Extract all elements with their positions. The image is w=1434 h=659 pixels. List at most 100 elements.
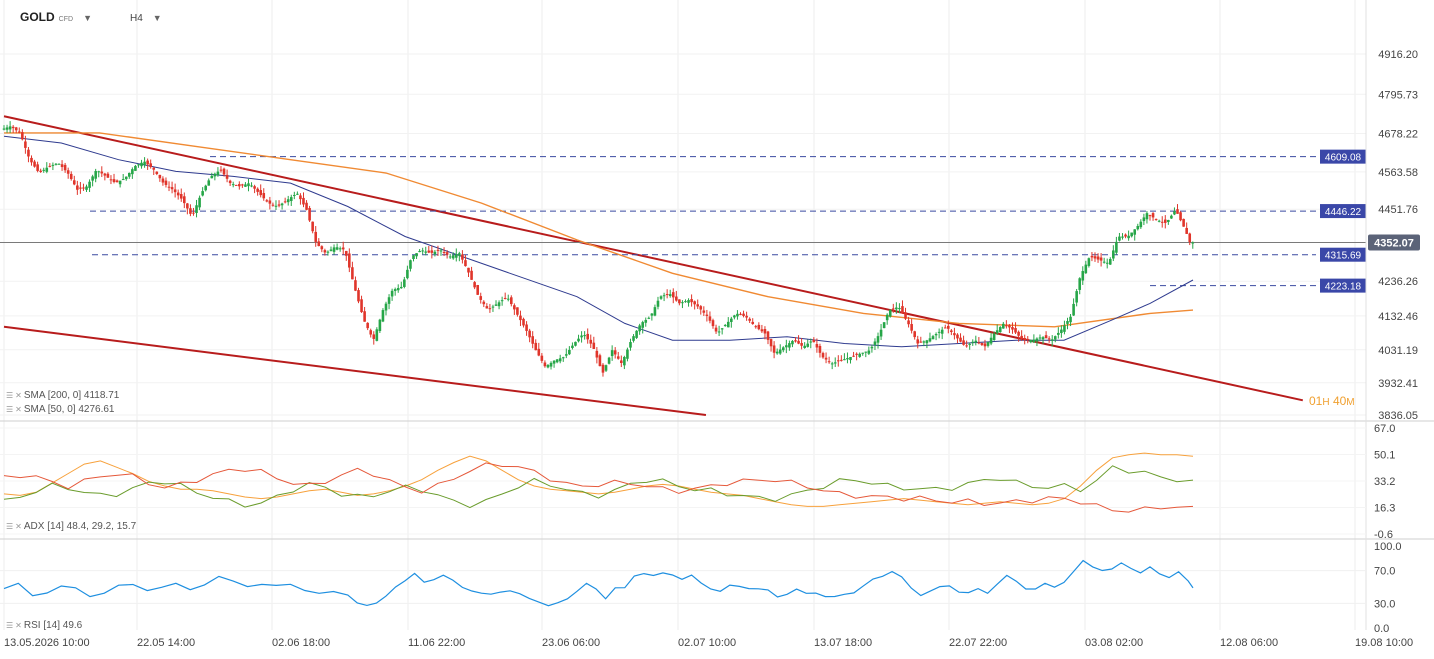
candle-body xyxy=(1047,338,1051,340)
time-axis[interactable]: 13.05.2026 10:00 22.05 14:00 02.06 18:00 11… xyxy=(4,637,1413,649)
candle-body xyxy=(516,307,519,315)
settings-icon[interactable]: ☰ xyxy=(6,405,14,414)
candle-body xyxy=(265,200,269,202)
candle-body xyxy=(1173,211,1176,215)
settings-icon[interactable]: ☰ xyxy=(6,621,14,630)
candle-body xyxy=(739,313,742,315)
candle-body xyxy=(717,331,721,333)
price-tick-label: 3932.41 xyxy=(1378,378,1418,390)
candle-body xyxy=(445,252,449,255)
candle-body xyxy=(216,171,220,175)
candle-body xyxy=(662,295,666,297)
candle-body xyxy=(464,260,467,267)
candle-body xyxy=(922,341,926,343)
candle-body xyxy=(785,345,788,348)
candle-body xyxy=(549,362,553,367)
candle-body xyxy=(33,161,36,167)
candle-body xyxy=(546,365,550,368)
settings-icon[interactable]: ☰ xyxy=(6,522,14,531)
candle-body xyxy=(1160,221,1164,223)
candle-body xyxy=(720,328,724,330)
candle-body xyxy=(992,333,996,340)
candle-body xyxy=(186,203,189,209)
candle-body xyxy=(348,253,351,268)
candle-body xyxy=(846,358,849,360)
candle-body xyxy=(1096,256,1100,260)
timeframe-selector[interactable]: H4 xyxy=(129,13,143,24)
candle-body xyxy=(540,355,544,361)
close-icon[interactable]: ✕ xyxy=(15,405,22,414)
candle-body xyxy=(140,162,143,167)
candle-body xyxy=(919,341,923,343)
candle-body xyxy=(769,339,773,347)
candle-body xyxy=(1093,256,1097,259)
candle-body xyxy=(366,322,369,329)
candle-body xyxy=(607,357,611,364)
candle-body xyxy=(344,250,348,256)
symbol-dropdown-icon[interactable]: ▼ xyxy=(83,13,92,23)
settings-icon[interactable]: ☰ xyxy=(6,391,14,400)
candle-body xyxy=(953,333,956,336)
timeframe-dropdown-icon[interactable]: ▼ xyxy=(152,13,162,23)
candle-body xyxy=(998,327,1002,333)
candle-body xyxy=(620,360,623,364)
candle-body xyxy=(198,197,201,208)
candle-body xyxy=(375,329,379,341)
candle-body xyxy=(228,180,232,184)
candle-body xyxy=(861,352,865,354)
candle-body xyxy=(497,302,501,307)
candle-body xyxy=(204,185,207,191)
candle-body xyxy=(195,205,198,214)
candle-body xyxy=(665,294,669,296)
candle-body xyxy=(1078,278,1082,290)
candle-body xyxy=(901,306,904,314)
symbol-name[interactable]: GOLD xyxy=(20,10,55,24)
candle-body xyxy=(696,304,700,307)
candle-body xyxy=(1124,234,1127,237)
candle-body xyxy=(1188,233,1192,243)
candle-body xyxy=(103,173,107,176)
legend-sma50: ☰ ✕ SMA [50, 0] 4276.61 xyxy=(6,404,115,415)
candle-body xyxy=(1063,325,1066,332)
candle-body xyxy=(1157,220,1161,222)
candle-body xyxy=(219,169,223,171)
candle-body xyxy=(800,343,803,346)
candle-body xyxy=(54,163,58,165)
candle-body xyxy=(384,303,388,311)
candle-body xyxy=(1075,291,1078,303)
candle-body xyxy=(335,247,339,250)
candle-body xyxy=(430,250,434,253)
candle-body xyxy=(849,356,852,361)
candle-body xyxy=(1121,236,1124,238)
candle-body xyxy=(271,204,275,206)
close-icon[interactable]: ✕ xyxy=(15,621,22,630)
candle-body xyxy=(494,304,498,306)
candle-body xyxy=(766,331,770,340)
price-axis[interactable]: 4916.20 4795.73 4678.22 4563.58 4451.76 4236.… xyxy=(1368,49,1420,422)
candle-body xyxy=(164,180,168,185)
candle-body xyxy=(289,197,293,202)
close-icon[interactable]: ✕ xyxy=(15,522,22,531)
candle-body xyxy=(1053,336,1057,340)
candle-body xyxy=(644,319,648,323)
candle-body xyxy=(925,340,929,344)
candle-body xyxy=(1069,316,1072,323)
candle-body xyxy=(88,181,91,188)
candle-body xyxy=(225,174,229,179)
candle-body xyxy=(1044,335,1048,339)
candle-body xyxy=(30,157,33,163)
candle-body xyxy=(519,315,522,321)
countdown-hours: 01 xyxy=(1309,394,1323,408)
candle-body xyxy=(262,193,266,199)
candle-body xyxy=(415,253,418,257)
candle-body xyxy=(1154,218,1158,220)
close-icon[interactable]: ✕ xyxy=(15,391,22,400)
candle-body xyxy=(451,255,455,259)
candle-body xyxy=(283,201,287,203)
time-tick-label: 13.05.2026 10:00 xyxy=(4,637,90,649)
candle-body xyxy=(586,333,589,340)
candle-body xyxy=(1105,262,1109,264)
candle-body xyxy=(418,250,421,253)
candle-body xyxy=(326,251,330,253)
